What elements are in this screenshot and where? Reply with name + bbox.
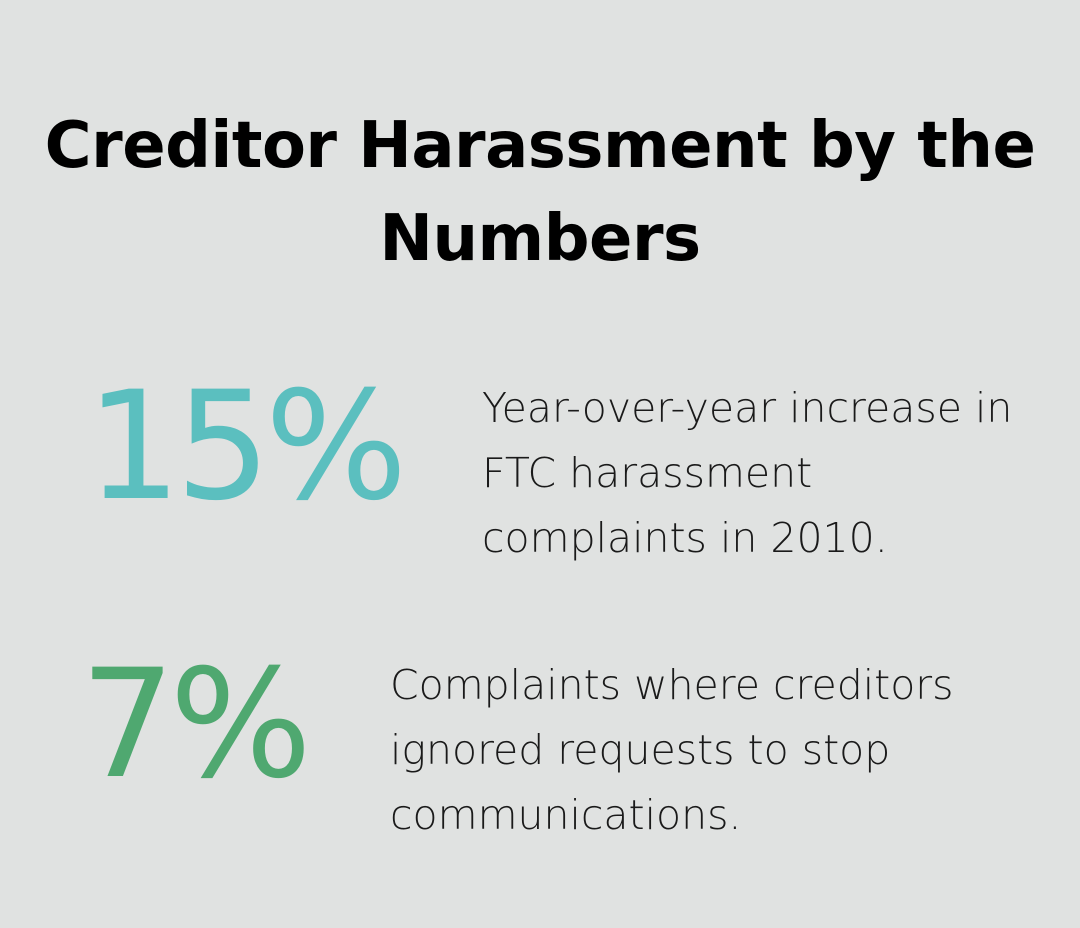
stat-value: 15% (86, 360, 407, 534)
stat-description: Complaints where creditors ignored reque… (390, 661, 954, 839)
stat-value: 7% (80, 638, 312, 812)
page-title: Creditor Harassment by the Numbers (44, 109, 1036, 276)
stat-description: Year-over-year increase in FTC harassmen… (482, 384, 1013, 562)
